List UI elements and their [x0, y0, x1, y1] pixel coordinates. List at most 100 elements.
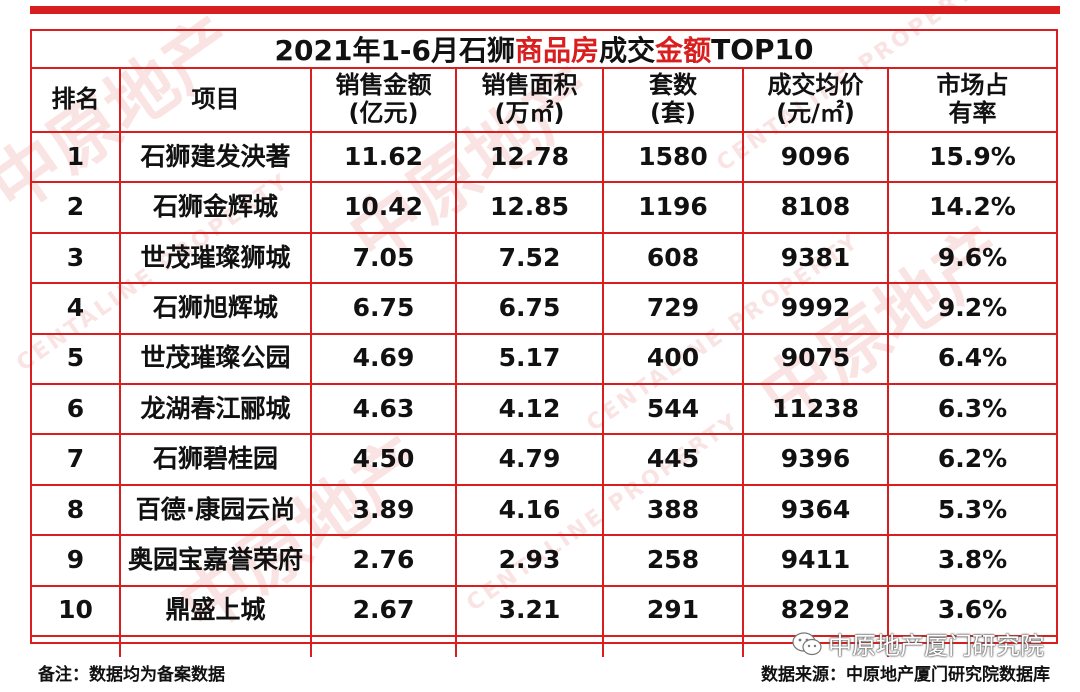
title-text: 成交: [599, 34, 656, 67]
ranking-table: 2021年1-6月石狮 商品房 成交 金额 TOP10 排名 项目 销售金额 (亿元) 销…: [30, 29, 1058, 657]
rank-cell: 8: [32, 485, 121, 535]
rank-cell: 9: [32, 536, 121, 585]
market-share-cell: 3.6%: [937, 595, 1008, 625]
project-cell: 世茂璀璨公园: [121, 334, 312, 383]
avg-price-cell: 8292: [744, 586, 889, 635]
sales-area-cell: 6.75: [457, 284, 604, 333]
project-cell: 世茂璀璨狮城: [121, 233, 312, 283]
sales-area-cell: 4.16: [457, 485, 604, 535]
sales-area-cell: 2.93: [457, 536, 604, 585]
project-cell: 龙湖春江郦城: [121, 384, 312, 434]
sales-amount-cell: 2.76: [312, 536, 457, 585]
blank-row: [32, 636, 1056, 657]
rank-cell: 1: [32, 133, 121, 182]
table-row: 8 百德·康园云尚 3.89 4.16 388 9364 5.3%: [32, 485, 1056, 537]
rank-cell: 10: [32, 586, 121, 635]
rank-cell: 4: [32, 284, 121, 333]
blank-cell: [121, 636, 312, 657]
avg-price-cell: 8108: [744, 183, 889, 232]
market-share-cell: 14.2%: [929, 192, 1016, 222]
units-cell: 544: [604, 384, 744, 434]
project-cell: 石狮建发泱著: [121, 133, 312, 182]
sales-area-cell: 4.79: [457, 435, 604, 484]
units-cell: 445: [604, 435, 744, 484]
units-cell: 608: [604, 233, 744, 283]
table-grid: 排名 项目 销售金额 (亿元) 销售面积 (万㎡) 套数 (套) 成交均价 (元/㎡) …: [32, 69, 1056, 657]
title-text: 2021年1-6月石狮: [274, 34, 516, 67]
units-cell: 1196: [604, 183, 744, 232]
sales-amount-cell: 4.63: [312, 384, 457, 434]
title-highlight: 金额: [655, 34, 712, 67]
footer-source: 数据来源：中原地产厦门研究院数据库: [761, 665, 1050, 685]
market-share-cell: 6.3%: [937, 393, 1008, 423]
blank-cell: [312, 636, 457, 657]
blank-cell: [604, 636, 744, 657]
rank-cell: 6: [32, 384, 121, 434]
market-share-cell: 15.9%: [929, 141, 1016, 171]
market-share-cell: 9.2%: [937, 292, 1008, 322]
table-title: 2021年1-6月石狮 商品房 成交 金额 TOP10: [32, 31, 1056, 69]
table-row: 7 石狮碧桂园 4.50 4.79 445 9396 6.2%: [32, 435, 1056, 486]
sales-area-cell: 3.21: [457, 586, 604, 635]
market-share-cell: 5.3%: [937, 494, 1008, 524]
rank-cell: 7: [32, 435, 121, 484]
table-row: 3 世茂璀璨狮城 7.05 7.52 608 9381 9.6%: [32, 233, 1056, 285]
avg-price-cell: 9411: [744, 536, 889, 585]
avg-price-cell: 9364: [744, 485, 889, 535]
market-share-cell: 6.2%: [937, 444, 1008, 474]
header-cell-avg-price: 成交均价 (元/㎡): [744, 69, 889, 131]
sales-amount-cell: 2.67: [312, 586, 457, 635]
table-row: 5 世茂璀璨公园 4.69 5.17 400 9075 6.4%: [32, 334, 1056, 385]
blank-cell: [457, 636, 604, 657]
sales-area-cell: 12.85: [457, 183, 604, 232]
avg-price-cell: 9396: [744, 435, 889, 484]
sales-amount-cell: 7.05: [312, 233, 457, 283]
project-cell: 石狮旭辉城: [121, 284, 312, 333]
wechat-account-name: 中原地产厦门研究院: [828, 632, 1044, 660]
market-share-cell: 3.8%: [937, 544, 1008, 574]
project-cell: 石狮金辉城: [121, 183, 312, 232]
sales-area-cell: 12.78: [457, 133, 604, 182]
header-cell-project: 项目: [121, 69, 312, 131]
rank-cell: 3: [32, 233, 121, 283]
table-row: 2 石狮金辉城 10.42 12.85 1196 8108 14.2%: [32, 183, 1056, 234]
sales-amount-cell: 11.62: [312, 133, 457, 182]
market-share-cell: 9.6%: [937, 242, 1008, 272]
title-text: TOP10: [711, 32, 814, 66]
table-row: 6 龙湖春江郦城 4.63 4.12 544 11238 6.3%: [32, 384, 1056, 436]
avg-price-cell: 9992: [744, 284, 889, 333]
blank-cell: [32, 636, 121, 657]
table-row: 9 奥园宝嘉誉荣府 2.76 2.93 258 9411 3.8%: [32, 536, 1056, 587]
wechat-icon: [792, 631, 822, 655]
sales-area-cell: 5.17: [457, 334, 604, 383]
units-cell: 400: [604, 334, 744, 383]
avg-price-cell: 9075: [744, 334, 889, 383]
project-cell: 奥园宝嘉誉荣府: [121, 536, 312, 585]
table-row: 4 石狮旭辉城 6.75 6.75 729 9992 9.2%: [32, 284, 1056, 335]
header-cell-units: 套数 (套): [604, 69, 744, 131]
units-cell: 1580: [604, 133, 744, 182]
header-cell-market-share: 市场占 有率: [936, 71, 1009, 127]
header-cell-sales-area: 销售面积 (万㎡): [457, 69, 604, 131]
header-row: 排名 项目 销售金额 (亿元) 销售面积 (万㎡) 套数 (套) 成交均价 (元/㎡) …: [32, 69, 1056, 133]
avg-price-cell: 9096: [744, 133, 889, 182]
header-cell-sales-amount: 销售金额 (亿元): [312, 69, 457, 131]
blank-cell: [744, 636, 889, 657]
title-highlight: 商品房: [515, 34, 600, 67]
rank-cell: 2: [32, 183, 121, 232]
units-cell: 291: [604, 586, 744, 635]
table-row: 1 石狮建发泱著 11.62 12.78 1580 9096 15.9%: [32, 133, 1056, 184]
sales-amount-cell: 4.69: [312, 334, 457, 383]
sales-area-cell: 4.12: [457, 384, 604, 434]
sales-amount-cell: 10.42: [312, 183, 457, 232]
sales-amount-cell: 4.50: [312, 435, 457, 484]
avg-price-cell: 9381: [744, 233, 889, 283]
units-cell: 258: [604, 536, 744, 585]
footer-note: 备注：数据均为备案数据: [38, 665, 225, 685]
avg-price-cell: 11238: [744, 384, 889, 434]
units-cell: 388: [604, 485, 744, 535]
project-cell: 百德·康园云尚: [121, 485, 312, 535]
project-cell: 石狮碧桂园: [121, 435, 312, 484]
sales-amount-cell: 6.75: [312, 284, 457, 333]
top-accent-bar: [30, 6, 1060, 14]
